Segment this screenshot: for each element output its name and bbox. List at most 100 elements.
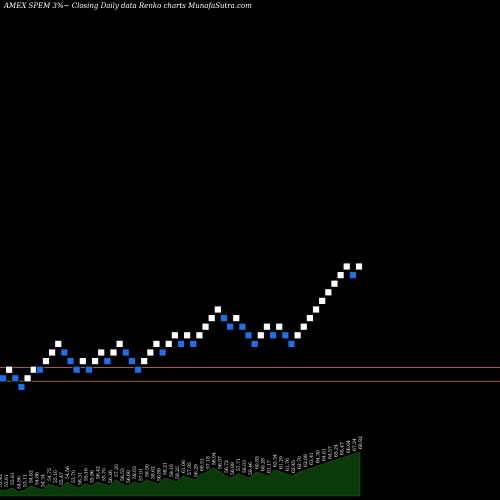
volume-label: 53.70 [71,470,77,483]
volume-label: 56.26 [108,470,114,483]
volume-label: 56.60 [126,470,132,483]
renko-brick-down [121,348,130,357]
renko-brick-up [312,305,320,314]
renko-brick-down [244,331,253,340]
renko-brick-up [54,339,63,348]
volume-label: 65.47 [340,442,346,455]
volume-label: 58.62 [151,466,157,479]
renko-brick-up [91,357,99,366]
volume-label: 54.56 [65,466,71,479]
renko-brick-down [348,271,357,280]
renko-brick-up [299,322,308,331]
renko-brick-up [336,271,345,280]
renko-brick-down [134,365,142,374]
volume-label: 56.89 [157,468,163,481]
renko-brick-down [127,357,136,366]
renko-bricks [0,262,363,391]
volume-label: 64.57 [327,446,333,459]
volume-label: 61.76 [285,458,291,471]
volume-label: 53.42 [0,474,4,487]
reference-lines [0,367,500,382]
renko-brick-down [11,374,20,383]
renko-brick-up [263,322,271,331]
volume-label: 61.17 [266,460,272,473]
volume-label: 54.75 [47,468,53,481]
renko-brick-up [170,331,179,340]
volume-label: 54.62 [29,470,35,483]
renko-brick-down [220,314,228,323]
renko-brick-up [293,331,302,340]
volume-label: 60.28 [260,458,266,471]
volume-label: 64.30 [315,450,321,463]
volume-label: 56.72 [224,460,230,473]
volume-label: 53.11 [22,474,28,487]
volume-label: 57.71 [236,458,242,471]
renko-brick-down [250,339,259,348]
volume-label: 56.29 [193,464,199,477]
renko-brick-down [17,382,26,391]
volume-label: 63.41 [309,452,315,465]
chart-title: AMEX SPEM 3%~ Closing Daily data Renko c… [3,2,252,10]
volume-label: 60.51 [199,458,205,471]
volume-label: 57.01 [138,468,144,481]
volume-label: 61.29 [279,456,285,469]
volume-label: 62.70 [297,456,303,469]
volume-label: 59.25 [175,466,181,479]
renko-brick-up [48,348,57,357]
volume-label: 61.06 [181,460,187,473]
volume-label: 57.20 [114,464,120,477]
renko-brick-up [152,339,161,348]
volume-label: 55.96 [90,470,96,483]
renko-brick-up [164,339,173,348]
renko-brick-down [35,365,44,374]
volume-label: 62.88 [303,454,309,467]
renko-brick-down [287,339,296,348]
volume-label: 62.45 [291,460,297,473]
renko-brick-up [355,262,363,271]
volume-label: 67.24 [352,438,358,451]
volume-label: 60.85 [254,456,260,469]
renko-brick-up [207,314,216,323]
renko-brick-down [281,331,290,340]
renko-brick-up [140,357,149,366]
renko-brick-up [305,314,314,323]
volume-label: 59.46 [248,462,254,475]
renko-brick-up [78,357,87,366]
renko-brick-down [189,339,198,348]
renko-brick-up [324,288,333,297]
renko-brick-up [330,279,339,288]
volume-label: 57.18 [205,456,211,469]
volume-label: 66.92 [358,436,364,449]
volume-label: 66.64 [346,440,352,453]
renko-brick-down [269,331,277,340]
volume-label: 53.61 [4,474,10,487]
renko-brick-up [5,365,14,374]
volume-label: 55.16 [83,468,89,481]
volume-label: 54.86 [16,476,22,489]
volume-label: 58.50 [144,464,150,477]
renko-brick-up [115,339,124,348]
volume-label: 56.94 [212,452,218,465]
renko-brick-up [146,348,155,357]
renko-brick-up [232,314,241,323]
renko-brick-up [195,331,204,340]
renko-brick-up [97,348,106,357]
renko-brick-down [60,348,69,357]
renko-brick-down [238,322,247,331]
volume-label: 64.61 [321,448,327,461]
volume-label: 56.98 [230,462,236,475]
volume-label: 65.24 [334,444,340,457]
renko-brick-down [103,357,112,366]
volume-label: 55.10 [53,470,59,483]
renko-brick-down [158,348,167,357]
renko-brick-up [201,322,210,331]
volume-label: 56.57 [218,456,224,469]
volume-label: 56.31 [77,472,83,485]
volume-panel: 53.42 53.61 55.61 54.86 53.11 54.62 54.86 54.34… [0,436,364,497]
renko-brick-down [85,365,93,374]
renko-brick-up [42,357,50,366]
renko-brick-up [275,322,284,331]
renko-brick-up [23,374,32,383]
